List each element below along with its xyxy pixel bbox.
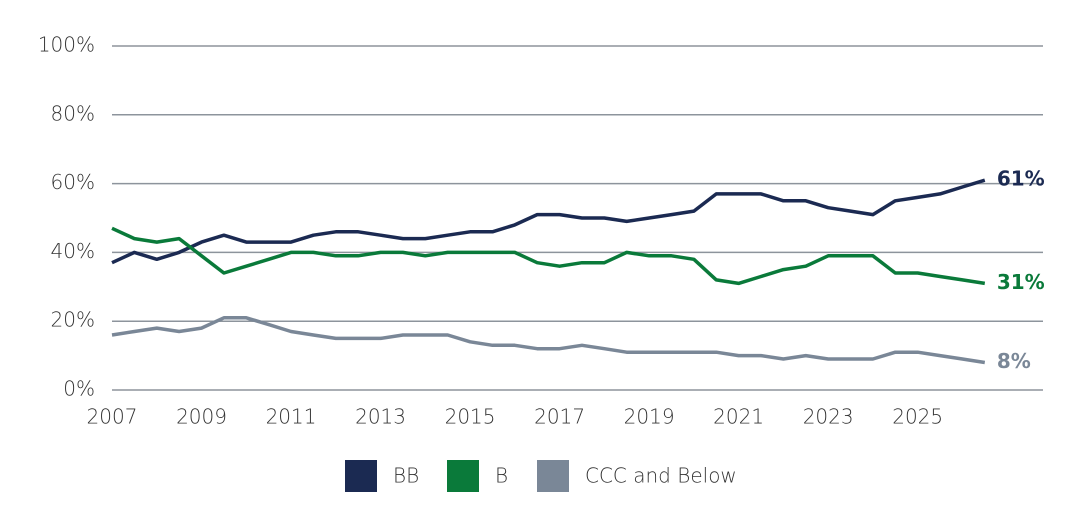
legend-swatch [537,460,569,492]
series-line [111,316,986,365]
x-tick-label: 2021 [713,405,764,429]
end-label: 8% [997,349,1031,373]
y-tick-label: 60% [51,170,95,194]
y-tick-label: 20% [51,308,95,332]
x-tick-label: 2009 [176,405,227,429]
y-tick-label: 0% [63,377,95,401]
series-line [111,178,986,265]
x-tick-label: 2015 [445,405,496,429]
legend-label: B [495,464,508,488]
legend-label: CCC and Below [585,464,737,488]
x-tick-label: 2007 [87,405,138,429]
y-tick-label: 100% [38,33,95,57]
y-tick-label: 40% [51,239,95,263]
series-line [111,226,986,286]
x-tick-label: 2011 [266,405,317,429]
legend-swatch [447,460,479,492]
end-label: 31% [997,270,1045,294]
x-tick-label: 2017 [534,405,585,429]
x-tick-label: 2019 [624,405,675,429]
end-label: 61% [997,167,1045,191]
x-tick-label: 2025 [892,405,943,429]
x-tick-label: 2023 [803,405,854,429]
legend-swatch [345,460,377,492]
legend-label: BB [393,464,419,488]
y-tick-label: 80% [51,101,95,125]
x-tick-label: 2013 [355,405,406,429]
